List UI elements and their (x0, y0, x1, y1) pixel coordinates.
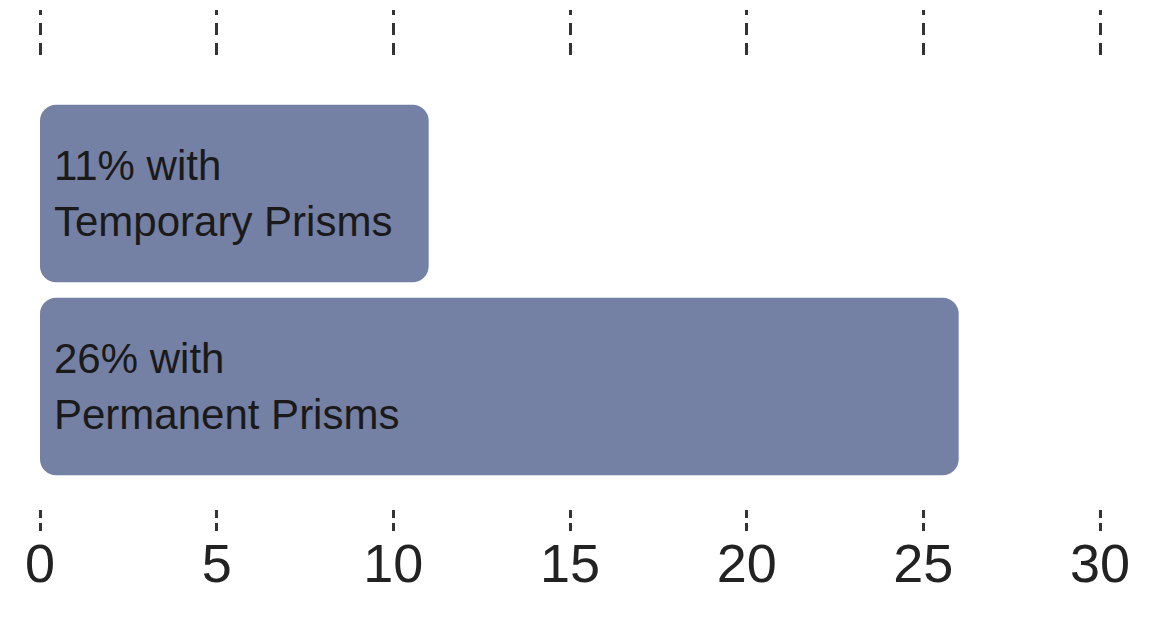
svg-text:11% with: 11% with (54, 142, 221, 189)
svg-text:26% with: 26% with (54, 335, 224, 382)
svg-text:5: 5 (202, 533, 232, 593)
svg-text:25: 25 (893, 533, 953, 593)
svg-text:15: 15 (540, 533, 600, 593)
svg-text:Permanent Prisms: Permanent Prisms (54, 391, 399, 438)
svg-text:10: 10 (363, 533, 423, 593)
svg-text:20: 20 (717, 533, 777, 593)
svg-text:Temporary Prisms: Temporary Prisms (54, 198, 392, 245)
svg-text:30: 30 (1070, 533, 1130, 593)
svg-text:0: 0 (25, 533, 55, 593)
